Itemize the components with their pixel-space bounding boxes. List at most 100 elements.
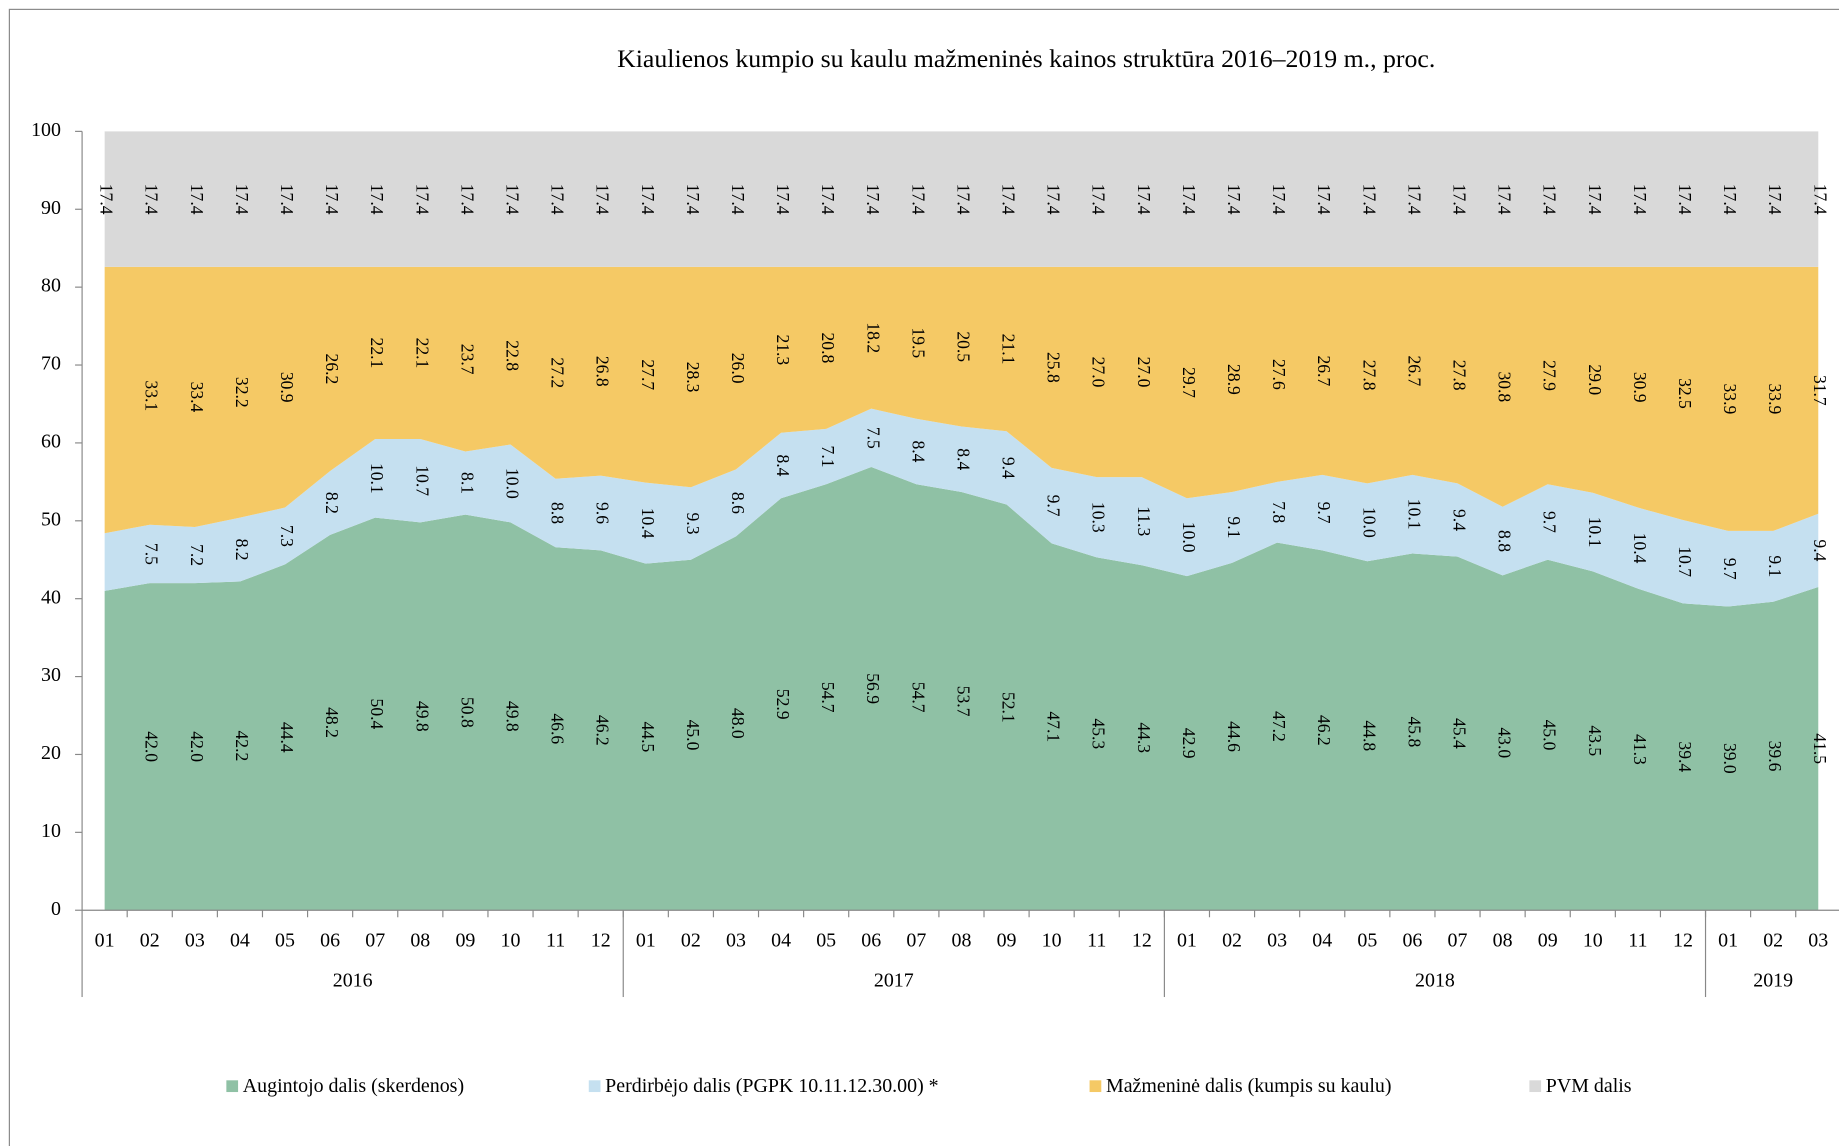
x-tick-label: 09 [1538, 929, 1558, 951]
value-label: 17.4 [1359, 184, 1379, 215]
y-tick-label: 100 [31, 119, 61, 141]
value-label: 39.6 [1765, 741, 1785, 772]
value-label: 42.0 [142, 731, 162, 762]
value-label: 41.3 [1630, 734, 1650, 765]
value-label: 44.6 [1224, 721, 1244, 752]
value-label: 20.8 [818, 333, 838, 364]
legend-swatch [1089, 1080, 1102, 1093]
value-label: 17.4 [1630, 184, 1650, 215]
value-label: 44.4 [277, 722, 297, 753]
legend-label: PVM dalis [1546, 1075, 1632, 1097]
value-label: 8.6 [728, 492, 748, 514]
value-label: 10.0 [1359, 507, 1379, 538]
value-label: 26.7 [1404, 355, 1424, 386]
value-label: 28.3 [683, 362, 703, 393]
x-tick-label: 01 [95, 929, 115, 951]
value-label: 52.9 [773, 689, 793, 720]
y-tick-label: 20 [41, 742, 61, 764]
value-label: 22.1 [367, 338, 387, 369]
value-label: 17.4 [548, 184, 568, 215]
value-label: 20.5 [953, 331, 973, 362]
value-label: 22.8 [502, 340, 522, 371]
value-label: 9.7 [1314, 502, 1334, 524]
x-tick-label: 02 [1763, 929, 1783, 951]
value-label: 8.2 [232, 539, 252, 561]
value-label: 17.4 [1314, 184, 1334, 215]
value-label: 8.2 [322, 492, 342, 514]
value-label: 29.7 [1179, 367, 1199, 398]
value-label: 47.1 [1044, 711, 1064, 742]
x-tick-label: 03 [1808, 929, 1828, 951]
value-label: 17.4 [1089, 184, 1109, 215]
x-tick-label: 08 [1493, 929, 1513, 951]
y-tick-label: 70 [41, 353, 61, 375]
x-tick-label: 07 [365, 929, 385, 951]
y-tick-label: 80 [41, 275, 61, 297]
x-group-label: 2016 [333, 969, 373, 991]
value-label: 17.4 [638, 184, 658, 215]
value-label: 42.2 [232, 731, 252, 762]
value-label: 27.0 [1089, 357, 1109, 388]
x-tick-label: 03 [726, 929, 746, 951]
legend-label: Mažmeninė dalis (kumpis su kaulu) [1106, 1075, 1391, 1097]
x-tick-label: 02 [681, 929, 701, 951]
x-tick-label: 07 [1448, 929, 1468, 951]
value-label: 33.1 [142, 380, 162, 411]
value-label: 29.0 [1585, 364, 1605, 395]
value-label: 10.1 [367, 463, 387, 494]
value-label: 30.9 [1630, 372, 1650, 403]
value-label: 21.3 [773, 334, 793, 365]
x-tick-label: 06 [1402, 929, 1422, 951]
value-label: 26.0 [728, 353, 748, 384]
value-label: 49.8 [502, 701, 522, 732]
value-label: 17.4 [1449, 184, 1469, 215]
value-label: 41.5 [1810, 733, 1830, 764]
x-tick-label: 05 [1357, 929, 1377, 951]
value-label: 10.7 [1675, 546, 1695, 577]
value-label: 7.2 [187, 544, 207, 566]
x-tick-label: 02 [140, 929, 160, 951]
value-label: 42.9 [1179, 728, 1199, 759]
value-label: 9.7 [1720, 558, 1740, 580]
legend-swatch [588, 1080, 601, 1093]
value-label: 30.8 [1495, 371, 1515, 402]
area [104, 131, 1819, 267]
value-label: 10.3 [1089, 502, 1109, 533]
x-tick-label: 12 [591, 929, 611, 951]
x-tick-label: 10 [1583, 929, 1603, 951]
x-tick-label: 06 [320, 929, 340, 951]
value-label: 8.8 [1495, 530, 1515, 552]
x-tick-label: 11 [1628, 929, 1647, 951]
value-label: 17.4 [1675, 184, 1695, 215]
value-label: 17.4 [1495, 184, 1515, 215]
value-label: 17.4 [1269, 184, 1289, 215]
value-label: 17.4 [818, 184, 838, 215]
legend-swatch [226, 1080, 239, 1093]
value-label: 50.4 [367, 699, 387, 730]
value-label: 8.4 [908, 440, 928, 462]
legend-swatch [1529, 1080, 1542, 1093]
chart-title: Kiaulienos kumpio su kaulu mažmeninės ka… [617, 44, 1435, 73]
y-tick-label: 60 [41, 430, 61, 452]
value-label: 33.9 [1765, 384, 1785, 415]
x-tick-label: 08 [951, 929, 971, 951]
value-label: 17.4 [277, 184, 297, 215]
value-label: 45.3 [1089, 718, 1109, 749]
y-tick-label: 90 [41, 197, 61, 219]
value-label: 48.0 [728, 708, 748, 739]
x-tick-label: 09 [997, 929, 1017, 951]
x-tick-label: 09 [455, 929, 475, 951]
value-label: 17.4 [953, 184, 973, 215]
y-tick-label: 50 [41, 508, 61, 530]
value-label: 23.7 [457, 344, 477, 375]
value-label: 8.4 [953, 448, 973, 470]
value-label: 9.7 [1540, 511, 1560, 533]
value-label: 17.4 [1179, 184, 1199, 215]
value-label: 7.5 [863, 427, 883, 449]
value-label: 44.5 [638, 722, 658, 753]
value-label: 10.1 [1404, 499, 1424, 530]
value-label: 21.1 [999, 334, 1019, 365]
x-group-label: 2019 [1753, 969, 1793, 991]
value-label: 42.0 [187, 731, 207, 762]
area [104, 408, 1819, 607]
